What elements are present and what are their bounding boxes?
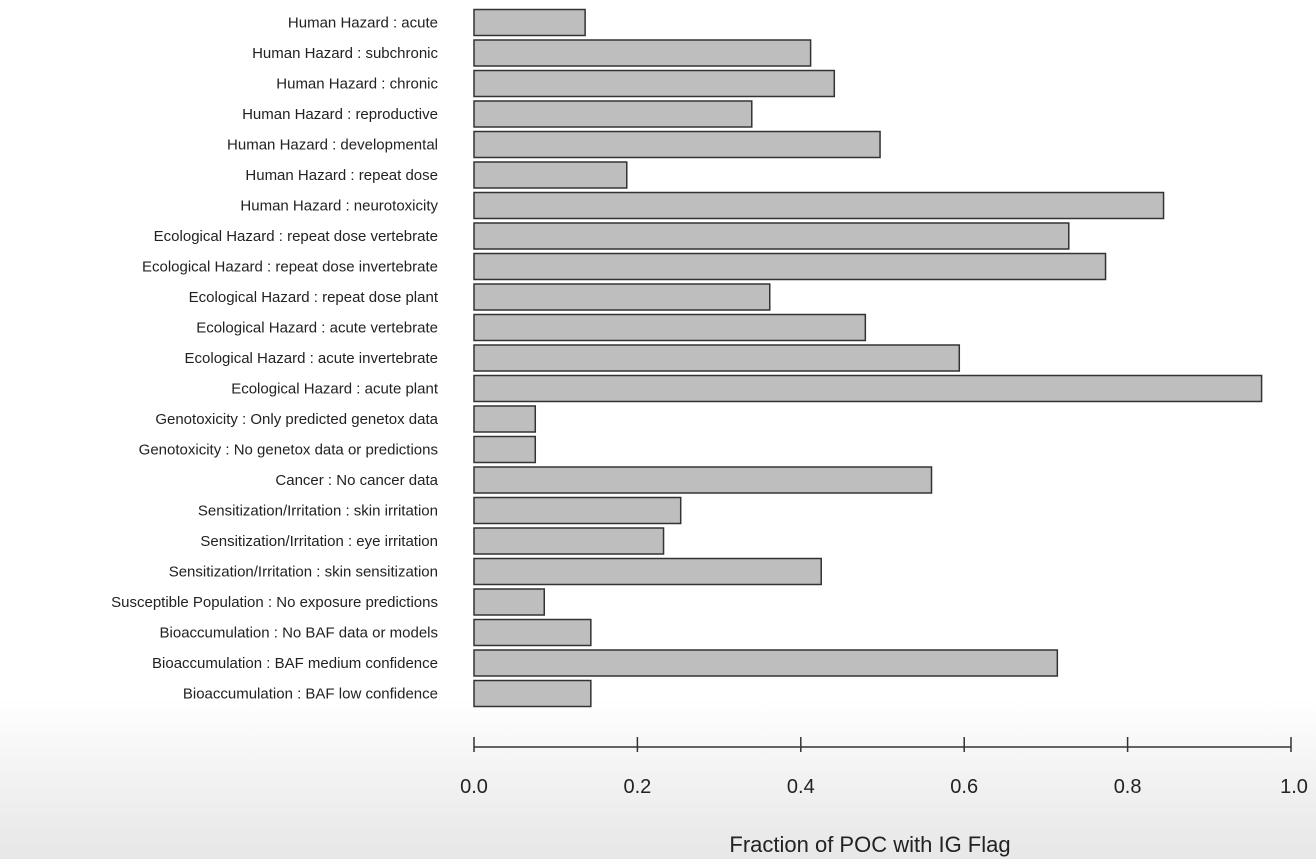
x-axis: 0.0 0.2 0.4 0.6 0.8 1.0 <box>460 737 1308 798</box>
category-label: Human Hazard : developmental <box>227 137 438 154</box>
bar <box>473 8 586 37</box>
bar <box>473 405 537 433</box>
x-tick-label: 0.4 <box>787 776 815 798</box>
x-tick-label: 0.8 <box>1114 776 1142 798</box>
x-tick-label: 0.2 <box>623 776 651 798</box>
category-label: Human Hazard : acute <box>288 15 438 32</box>
category-label: Ecological Hazard : repeat dose plant <box>189 289 439 306</box>
x-tick-label: 0.6 <box>950 776 978 798</box>
category-label: Human Hazard : subchronic <box>252 45 438 62</box>
bar <box>473 222 1070 250</box>
bar <box>473 679 592 708</box>
bar <box>473 100 753 128</box>
category-label: Human Hazard : neurotoxicity <box>240 198 438 215</box>
category-label: Ecological Hazard : acute invertebrate <box>185 350 438 367</box>
category-label: Sensitization/Irritation : skin sensitiz… <box>169 564 438 581</box>
category-label: Sensitization/Irritation : eye irritatio… <box>200 533 438 550</box>
x-tick-label: 1.0 <box>1280 776 1308 798</box>
category-label: Genotoxicity : No genetox data or predic… <box>139 442 438 459</box>
category-label: Susceptible Population : No exposure pre… <box>111 594 438 611</box>
bar <box>473 374 1263 403</box>
bar <box>473 283 771 311</box>
bar <box>473 557 822 586</box>
bar <box>473 344 961 372</box>
category-label: Sensitization/Irritation : skin irritati… <box>198 503 438 520</box>
bar <box>473 435 537 464</box>
background-gradient <box>0 700 1316 859</box>
bars-group <box>473 8 1263 708</box>
category-label: Ecological Hazard : acute vertebrate <box>196 320 438 337</box>
bar <box>473 39 812 67</box>
category-label: Bioaccumulation : BAF medium confidence <box>152 655 438 672</box>
category-label: Bioaccumulation : No BAF data or models <box>160 625 438 642</box>
bar <box>473 130 881 159</box>
category-label: Human Hazard : reproductive <box>242 106 438 123</box>
bar <box>473 191 1165 220</box>
bar <box>473 313 867 342</box>
x-axis-title: Fraction of POC with IG Flag <box>729 832 1010 857</box>
category-label: Human Hazard : chronic <box>276 76 438 93</box>
category-label: Genotoxicity : Only predicted genetox da… <box>155 411 438 428</box>
bar <box>473 466 933 494</box>
category-label: Human Hazard : repeat dose <box>245 167 438 184</box>
x-tick-label: 0.0 <box>460 776 488 798</box>
bar <box>473 649 1059 677</box>
bar <box>473 588 546 616</box>
bar <box>473 161 628 189</box>
category-label: Ecological Hazard : repeat dose vertebra… <box>154 228 438 245</box>
bar <box>473 69 836 98</box>
bar <box>473 496 682 525</box>
category-labels: Human Hazard : acute Human Hazard : subch… <box>111 15 439 703</box>
category-label: Bioaccumulation : BAF low confidence <box>183 686 438 703</box>
category-label: Cancer : No cancer data <box>275 472 438 489</box>
bar <box>473 527 665 555</box>
category-label: Ecological Hazard : repeat dose inverteb… <box>142 259 438 276</box>
bar <box>473 618 592 647</box>
bar <box>473 252 1107 281</box>
category-label: Ecological Hazard : acute plant <box>231 381 439 398</box>
